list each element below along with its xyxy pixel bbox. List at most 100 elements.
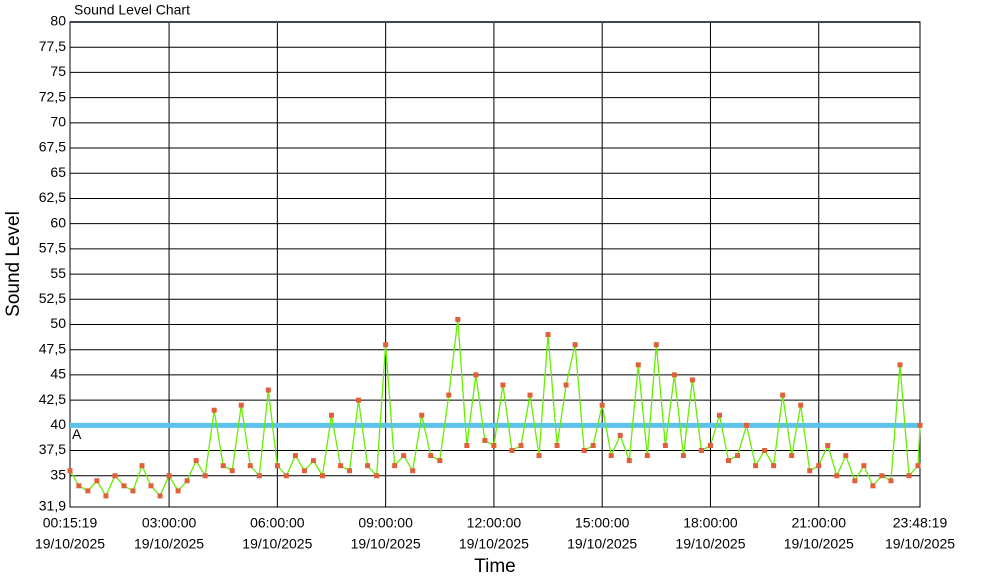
data-point [130, 488, 136, 494]
data-point [365, 463, 371, 469]
y-tick-label: 52,5 [39, 290, 66, 306]
threshold-label: A [72, 426, 82, 442]
data-point [554, 442, 560, 448]
data-point [825, 442, 831, 448]
data-point [644, 453, 650, 459]
data-point [635, 362, 641, 368]
x-tick-label: 06:00:00 [250, 515, 305, 531]
data-point [193, 458, 199, 464]
data-point [112, 473, 118, 479]
y-tick-label: 72,5 [39, 88, 66, 104]
data-point [771, 463, 777, 469]
data-point [85, 488, 91, 494]
data-point [843, 453, 849, 459]
x-tick-label: 00:15:19 [43, 515, 98, 531]
data-point [419, 412, 425, 418]
x-tick-label: 19/10/2025 [885, 536, 955, 552]
data-point [816, 463, 822, 469]
data-point [229, 468, 235, 474]
data-point [500, 382, 506, 388]
data-point [392, 463, 398, 469]
plot-border [69, 21, 921, 508]
data-point [653, 342, 659, 348]
x-tick-label: 15:00:00 [575, 515, 630, 531]
data-point [870, 483, 876, 489]
chart-title: Sound Level Chart [74, 2, 190, 18]
data-point [446, 392, 452, 398]
x-tick-label: 21:00:00 [791, 515, 846, 531]
y-tick-label: 47,5 [39, 340, 66, 356]
data-point [374, 473, 380, 479]
y-tick-label: 60 [50, 214, 66, 230]
data-point [726, 458, 732, 464]
data-point [906, 473, 912, 479]
data-point [328, 412, 334, 418]
data-point [861, 463, 867, 469]
x-tick-label: 19/10/2025 [35, 536, 105, 552]
data-point [157, 493, 163, 499]
data-point [915, 463, 921, 469]
data-point [202, 473, 208, 479]
data-point [807, 468, 813, 474]
data-point [590, 442, 596, 448]
data-point [211, 407, 217, 413]
y-tick-label: 80 [50, 13, 66, 29]
data-point [780, 392, 786, 398]
data-point [148, 483, 154, 489]
data-point [301, 468, 307, 474]
data-point [491, 442, 497, 448]
y-tick-label: 31,9 [39, 498, 66, 514]
data-point [888, 478, 894, 484]
data-point [292, 453, 298, 459]
data-point [689, 377, 695, 383]
x-tick-label: 12:00:00 [467, 515, 522, 531]
data-point [184, 478, 190, 484]
data-point [455, 316, 461, 322]
y-tick-label: 70 [50, 114, 66, 130]
x-tick-label: 09:00:00 [358, 515, 413, 531]
data-point [536, 453, 542, 459]
data-point [527, 392, 533, 398]
y-axis-label: Sound Level [3, 211, 24, 317]
x-tick-label: 19/10/2025 [675, 536, 745, 552]
data-point [879, 473, 885, 479]
data-point [753, 463, 759, 469]
x-tick-label: 18:00:00 [683, 515, 738, 531]
y-tick-label: 40 [50, 416, 66, 432]
y-tick-label: 57,5 [39, 240, 66, 256]
data-point [897, 362, 903, 368]
data-point [545, 332, 551, 338]
data-point [518, 442, 524, 448]
data-point [274, 463, 280, 469]
data-point [383, 342, 389, 348]
data-point [319, 473, 325, 479]
x-tick-label: 19/10/2025 [351, 536, 421, 552]
data-point [626, 458, 632, 464]
data-point [698, 448, 704, 454]
data-point [67, 468, 73, 474]
data-point [220, 463, 226, 469]
data-point [76, 483, 82, 489]
data-point [581, 448, 587, 454]
data-point [789, 453, 795, 459]
data-point [256, 473, 262, 479]
data-point [428, 453, 434, 459]
y-tick-label: 67,5 [39, 139, 66, 155]
data-point [735, 453, 741, 459]
x-tick-label: 19/10/2025 [134, 536, 204, 552]
x-tick-label: 03:00:00 [142, 515, 197, 531]
data-point [283, 473, 289, 479]
x-tick-label: 19/10/2025 [242, 536, 312, 552]
data-point [662, 442, 668, 448]
y-tick-label: 62,5 [39, 189, 66, 205]
y-tick-label: 65 [50, 164, 66, 180]
data-point [716, 412, 722, 418]
x-tick-label: 19/10/2025 [567, 536, 637, 552]
data-point [356, 397, 362, 403]
y-tick-label: 55 [50, 265, 66, 281]
data-point [401, 453, 407, 459]
y-tick-label: 75 [50, 63, 66, 79]
y-tick-label: 42,5 [39, 391, 66, 407]
